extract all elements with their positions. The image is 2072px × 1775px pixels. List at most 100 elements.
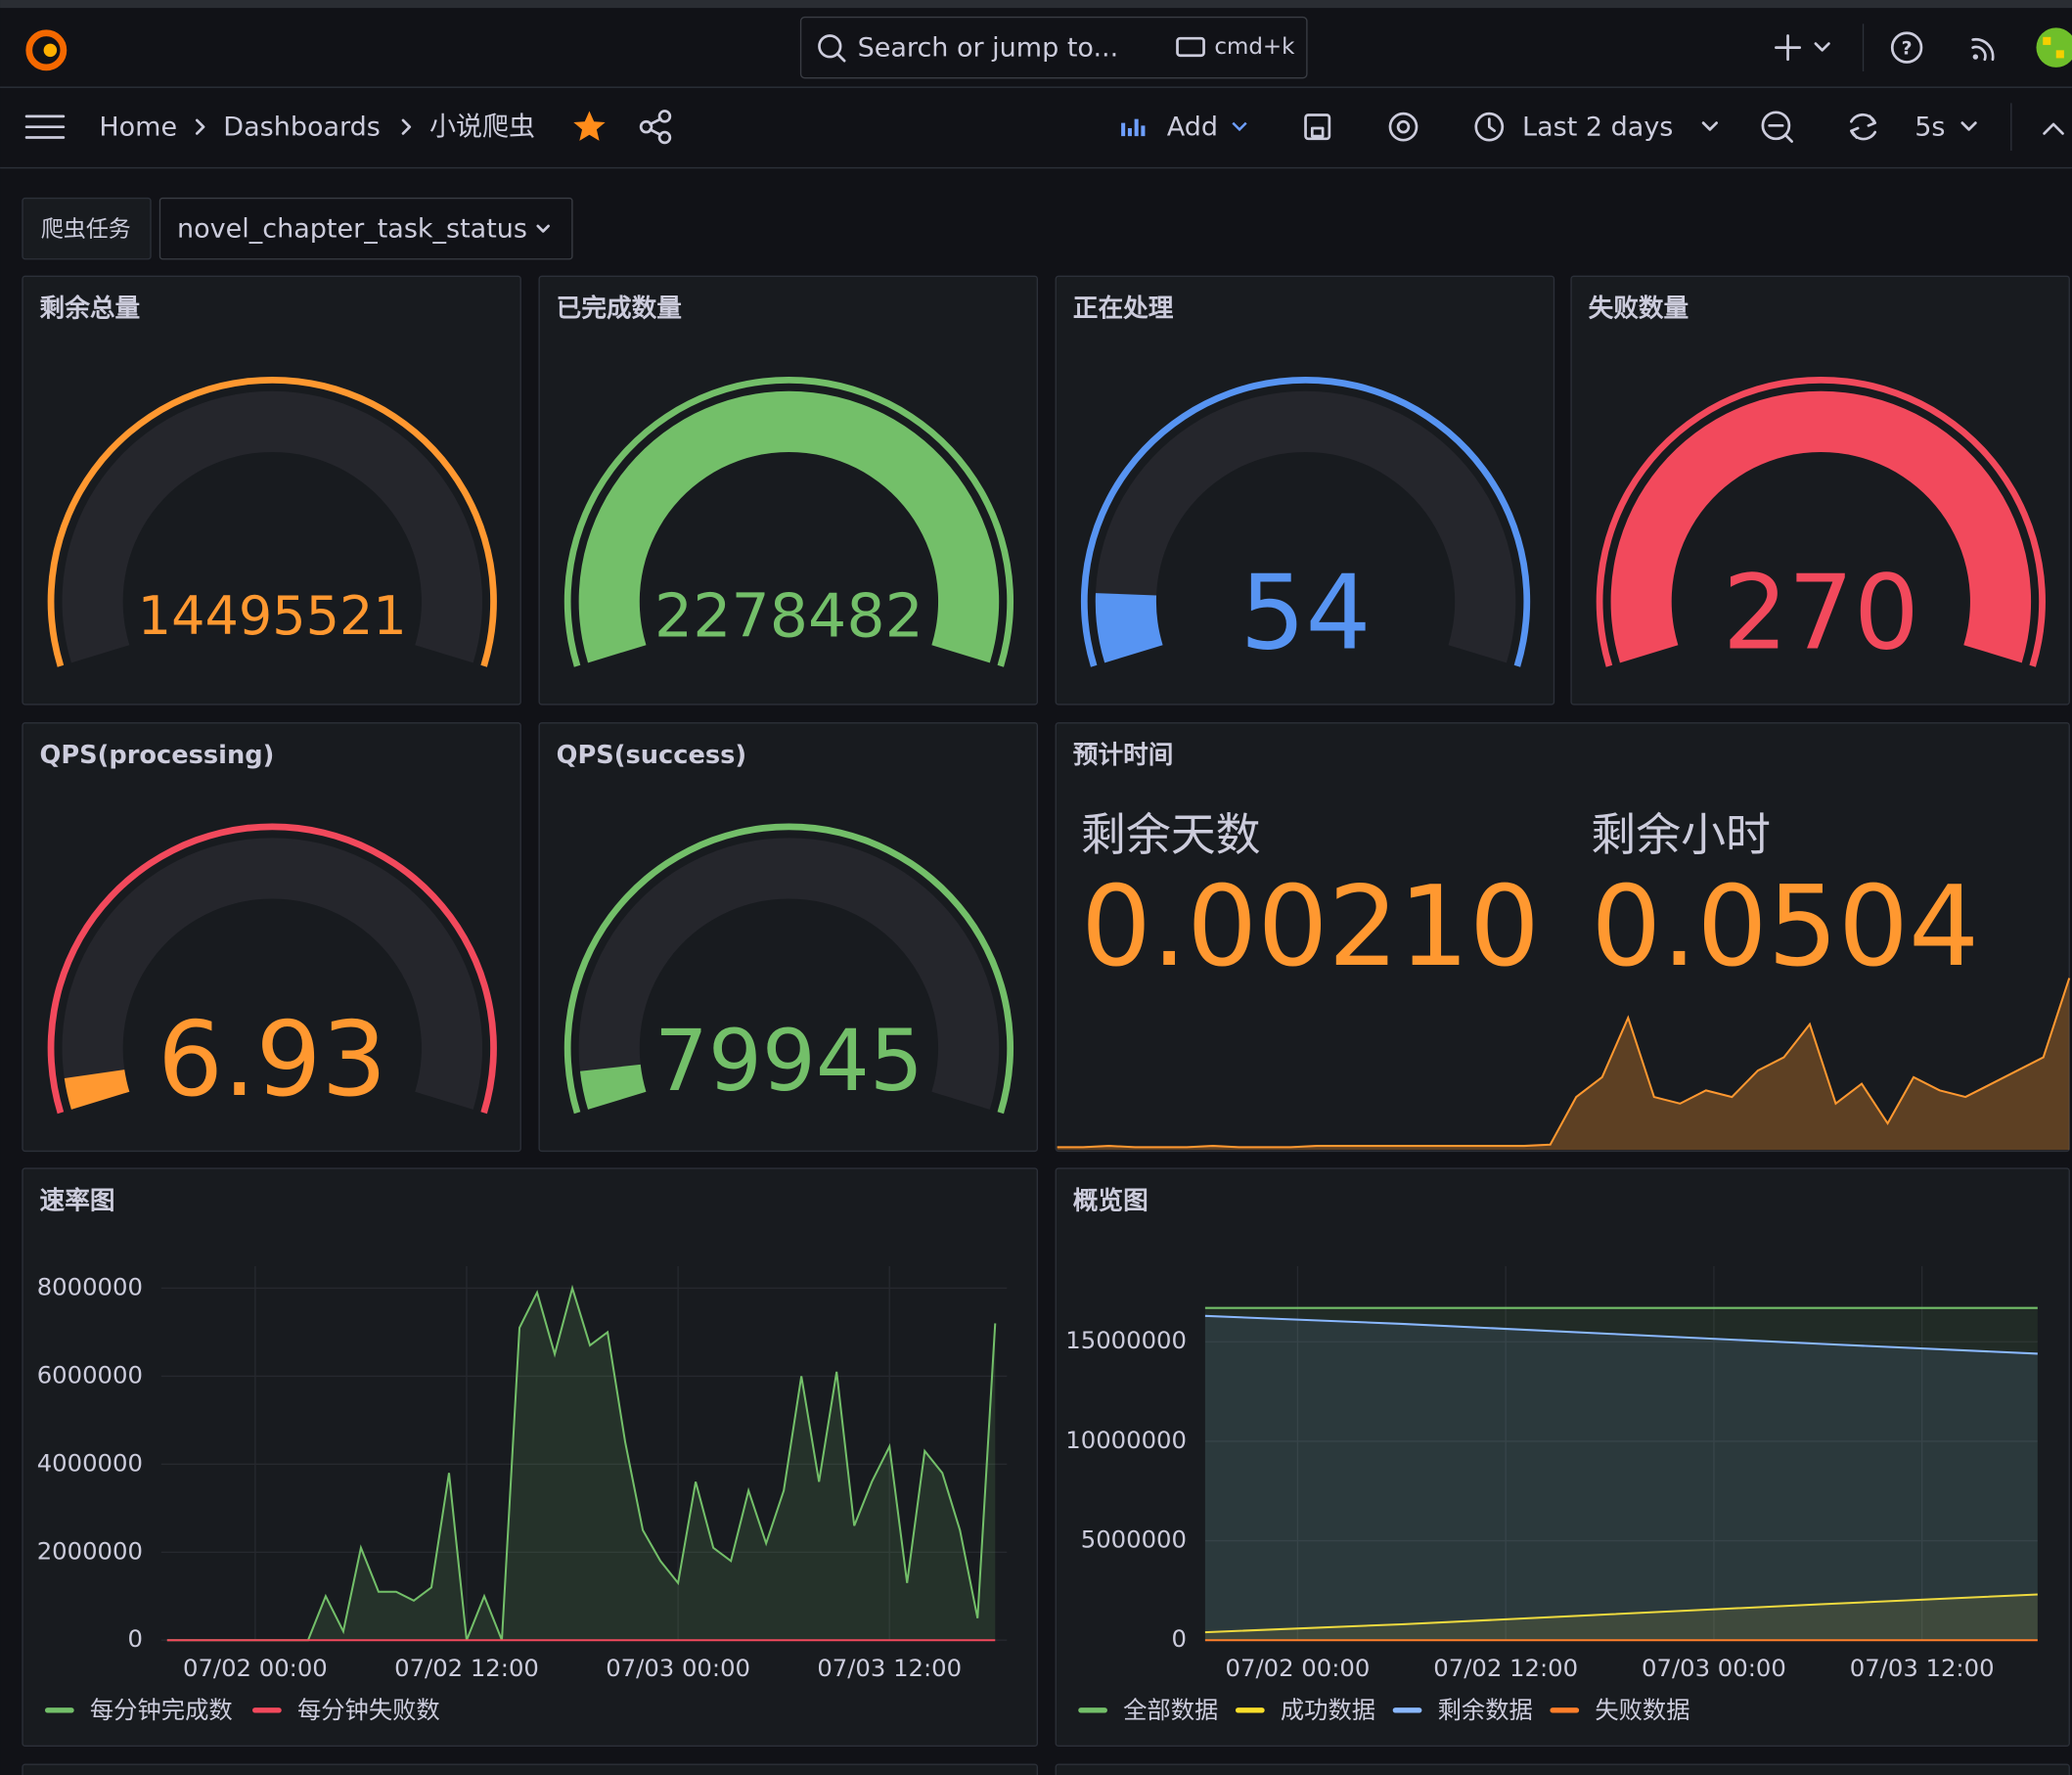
y-tick-label: 10000000 [1065, 1426, 1187, 1454]
settings-button[interactable] [1388, 112, 1419, 142]
keyboard-icon [1176, 36, 1205, 58]
gauge-value: 6.93 [158, 999, 387, 1119]
refresh-interval-label[interactable]: 5s [1914, 113, 1945, 143]
breadcrumb-dashboards[interactable]: Dashboards [223, 113, 381, 143]
x-tick-label: 07/03 00:00 [1642, 1654, 1786, 1682]
dropdown-icon [536, 224, 550, 233]
panel-title: QPS(success) [557, 741, 746, 770]
panel [538, 275, 1039, 705]
panel [22, 1167, 1039, 1747]
variable-value[interactable]: novel_chapter_task_status [177, 214, 527, 245]
gauge-track [62, 390, 483, 663]
gauge-track [578, 838, 1000, 1110]
panel [1570, 275, 2070, 705]
series-area [1204, 1307, 2038, 1641]
time-range-label[interactable]: Last 2 days [1522, 113, 1673, 143]
refresh-button[interactable] [1850, 113, 1877, 141]
stat-label: 剩余小时 [1591, 808, 1771, 861]
x-tick-label: 07/02 12:00 [1433, 1654, 1578, 1682]
search-icon-handle [836, 53, 846, 63]
y-tick-label: 15000000 [1065, 1326, 1187, 1354]
x-tick-label: 07/02 00:00 [1226, 1654, 1371, 1682]
panel [1055, 275, 1555, 705]
x-tick-label: 07/02 00:00 [183, 1654, 328, 1682]
new-button[interactable] [1775, 34, 1830, 62]
variable-label-box [22, 197, 152, 260]
panel [22, 275, 521, 705]
series-line [1204, 1314, 2038, 1355]
x-tick-label: 07/03 00:00 [606, 1654, 750, 1682]
series-area [1204, 1594, 2038, 1641]
panel [22, 1763, 1039, 1775]
share-button[interactable] [639, 110, 672, 145]
gauge-value: 14495521 [138, 585, 407, 647]
y-tick-label: 0 [1172, 1624, 1187, 1653]
search-placeholder: Search or jump to... [858, 32, 1119, 63]
x-tick-label: 07/03 12:00 [817, 1654, 962, 1682]
gauge-value: 54 [1240, 552, 1372, 672]
collapse-button[interactable] [2043, 122, 2064, 135]
y-tick-label: 5000000 [1081, 1525, 1187, 1554]
window-edge [0, 0, 2072, 9]
breadcrumb-separator [401, 118, 412, 135]
panel-title: 速率图 [40, 1185, 115, 1215]
gauge-value: 270 [1723, 552, 1919, 672]
variable-select[interactable] [158, 197, 573, 260]
svg-text:?: ? [1902, 37, 1913, 59]
time-picker[interactable]: Last 2 days [1474, 113, 1718, 143]
series-area [166, 1288, 996, 1641]
gauge-value: 79945 [654, 1013, 923, 1111]
grafana-logo[interactable] [25, 29, 68, 71]
panel [1055, 1167, 2070, 1747]
series-area [1204, 1315, 2038, 1641]
gauge-fill [64, 1070, 130, 1110]
stat-value: 0.0504 [1591, 862, 1979, 991]
x-tick-label: 07/03 12:00 [1850, 1654, 1995, 1682]
panel-title: QPS(processing) [40, 741, 275, 770]
add-label[interactable]: Add [1167, 113, 1218, 143]
gauge-value: 2278482 [654, 581, 923, 652]
menu-button[interactable] [24, 114, 66, 139]
legend-label: 每分钟完成数 [90, 1696, 233, 1724]
add-button[interactable]: Add [1121, 113, 1247, 143]
search-shortcut: cmd+k [1214, 34, 1295, 60]
y-tick-label: 6000000 [37, 1360, 143, 1388]
panel-title: 预计时间 [1073, 741, 1174, 770]
y-tick-label: 4000000 [37, 1448, 143, 1477]
gauge-fill [578, 390, 1000, 663]
news-button[interactable] [1971, 37, 1995, 62]
avatar[interactable] [2036, 27, 2072, 68]
panel [1055, 1763, 2070, 1775]
y-tick-label: 0 [127, 1624, 142, 1653]
panel-title: 失败数量 [1589, 295, 1689, 324]
zoom-out-button[interactable] [1761, 111, 1793, 143]
gauge-track [1095, 390, 1516, 663]
y-tick-label: 8000000 [37, 1272, 143, 1300]
series-line [1204, 1593, 2038, 1634]
panel-title: 已完成数量 [557, 294, 682, 324]
variable-label: 爬虫任务 [41, 217, 131, 243]
panel [22, 722, 521, 1153]
x-tick-label: 07/02 12:00 [394, 1654, 539, 1682]
gauge-fill [1095, 593, 1163, 663]
stat-label: 剩余天数 [1081, 808, 1261, 861]
y-tick-label: 2000000 [37, 1536, 143, 1565]
legend-label: 剩余数据 [1438, 1696, 1533, 1724]
breadcrumb-home[interactable]: Home [99, 113, 177, 143]
breadcrumb-current: 小说爬虫 [429, 113, 535, 143]
gauge-track [62, 838, 483, 1110]
star-button[interactable] [573, 111, 606, 141]
legend-label: 成功数据 [1281, 1696, 1375, 1724]
search-box[interactable] [799, 16, 1308, 79]
panel-title: 概览图 [1073, 1186, 1149, 1215]
search-icon [818, 34, 842, 59]
help-button[interactable]: ? [1890, 31, 1923, 64]
save-button[interactable] [1304, 114, 1331, 141]
gauge-fill [1610, 390, 2032, 663]
refresh-interval[interactable]: 5s [1914, 113, 1977, 143]
panel-title: 正在处理 [1073, 295, 1174, 324]
sparkline-area [1057, 978, 2070, 1151]
sparkline [1057, 978, 2071, 1149]
breadcrumb-separator [195, 118, 205, 135]
